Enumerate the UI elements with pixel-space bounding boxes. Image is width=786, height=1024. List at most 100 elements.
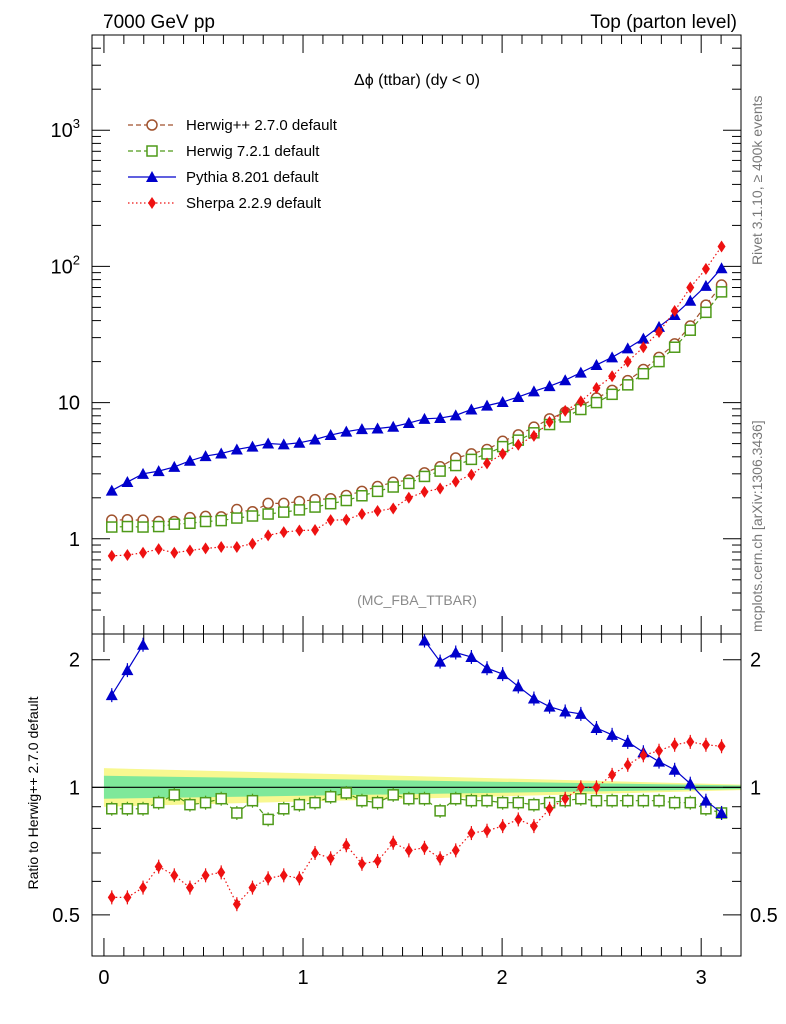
main-y-tick-label: 1 (69, 529, 80, 551)
main-point-17 (371, 485, 384, 498)
ratio-point-20 (418, 634, 431, 646)
main-point-19 (403, 477, 415, 490)
main-series-line (111, 291, 723, 528)
main-point-4 (168, 460, 181, 472)
ratio-series-2 (107, 734, 726, 912)
main-point-5 (183, 454, 196, 466)
main-point-12 (293, 436, 306, 448)
main-series-line (111, 246, 723, 557)
main-point-2 (139, 546, 148, 559)
main-point-0 (107, 549, 116, 562)
main-point-13 (309, 433, 322, 445)
main-point-11 (277, 438, 290, 450)
ratio-point-28 (543, 700, 556, 712)
main-point-38 (699, 279, 712, 291)
main-point-8 (231, 512, 243, 524)
main-point-0 (106, 521, 118, 533)
ratio-point-15 (342, 839, 351, 852)
main-point-13 (311, 524, 320, 537)
main-point-18 (389, 502, 398, 515)
main-point-20 (420, 485, 429, 498)
ratio-point-35 (653, 755, 666, 767)
main-y-tick-label: 102 (51, 252, 80, 278)
ratio-point-10 (264, 872, 273, 885)
main-point-8 (232, 541, 241, 554)
main-point-10 (264, 529, 273, 542)
legend-label: Pythia 8.201 default (186, 169, 319, 186)
ratio-point-37 (686, 735, 695, 748)
main-point-34 (639, 341, 648, 354)
ratio-point-33 (621, 735, 634, 747)
ratio-point-1 (121, 664, 134, 676)
ratio-point-18 (389, 836, 398, 849)
main-point-22 (449, 459, 462, 472)
main-point-32 (608, 370, 617, 383)
main-point-37 (684, 324, 697, 336)
main-point-29 (561, 404, 570, 417)
main-point-24 (483, 457, 492, 470)
legend: Herwig++ 2.7.0 default Herwig 7.2.1 defau… (128, 117, 338, 212)
main-point-26 (512, 390, 525, 402)
ratio-point-32 (608, 768, 617, 781)
main-point-10 (262, 508, 274, 520)
main-point-17 (371, 422, 384, 434)
main-point-23 (465, 403, 478, 415)
ratio-point-38 (699, 794, 712, 806)
main-point-5 (184, 517, 196, 530)
ratio-point-6 (201, 869, 210, 882)
main-point-30 (576, 395, 585, 408)
main-point-2 (137, 521, 149, 533)
ratio-point-16 (356, 794, 368, 807)
main-point-35 (655, 325, 664, 338)
ratio-point-12 (293, 798, 306, 811)
ratio-point-24 (483, 824, 492, 837)
main-point-4 (170, 546, 179, 559)
main-point-33 (623, 355, 632, 368)
ratio-point-20 (420, 841, 429, 854)
ratio-point-11 (279, 869, 288, 882)
main-point-15 (340, 494, 353, 507)
legend-item-0: Herwig++ 2.7.0 default (128, 117, 338, 134)
ratio-point-7 (215, 792, 227, 805)
ratio-point-29 (561, 792, 570, 805)
main-series-line (111, 267, 722, 492)
ratio-point-3 (152, 796, 165, 809)
main-point-31 (590, 396, 603, 409)
main-series-group (105, 240, 728, 562)
main-point-14 (324, 429, 337, 441)
ratio-point-7 (217, 866, 226, 879)
main-point-36 (668, 341, 681, 353)
legend-label: Sherpa 2.2.9 default (186, 195, 322, 212)
main-point-14 (324, 497, 337, 510)
x-tick-label: 2 (497, 967, 508, 989)
main-point-22 (449, 409, 462, 421)
main-point-19 (404, 491, 413, 504)
main-point-6 (201, 542, 210, 555)
ratio-point-25 (498, 820, 507, 833)
ratio-point-39 (717, 740, 726, 753)
main-point-32 (606, 388, 618, 401)
main-point-38 (700, 306, 712, 319)
legend-item-3: Sherpa 2.2.9 default (128, 195, 322, 212)
legend-marker (146, 171, 158, 182)
main-point-3 (154, 543, 163, 556)
ratio-y-tick-labels: 0.5 0.5 1 1 2 2 (52, 650, 778, 927)
ratio-point-28 (545, 802, 554, 815)
x-tick-label: 3 (696, 967, 707, 989)
analysis-tag: (MC_FBA_TTBAR) (357, 592, 477, 608)
main-series-line (111, 284, 723, 523)
main-point-2 (137, 467, 150, 479)
main-point-19 (402, 417, 415, 429)
main-point-3 (152, 520, 165, 533)
ratio-point-32 (606, 728, 619, 740)
legend-item-1: Herwig 7.2.1 default (128, 143, 320, 160)
ratio-point-34 (639, 749, 648, 762)
ratio-point-26 (512, 680, 525, 692)
ratio-point-4 (168, 789, 181, 801)
ratio-point-38 (701, 738, 710, 751)
ratio-point-0 (107, 891, 116, 904)
main-series-0 (106, 279, 728, 528)
main-point-6 (199, 450, 212, 462)
ratio-point-22 (451, 844, 460, 857)
ratio-point-26 (514, 813, 523, 826)
